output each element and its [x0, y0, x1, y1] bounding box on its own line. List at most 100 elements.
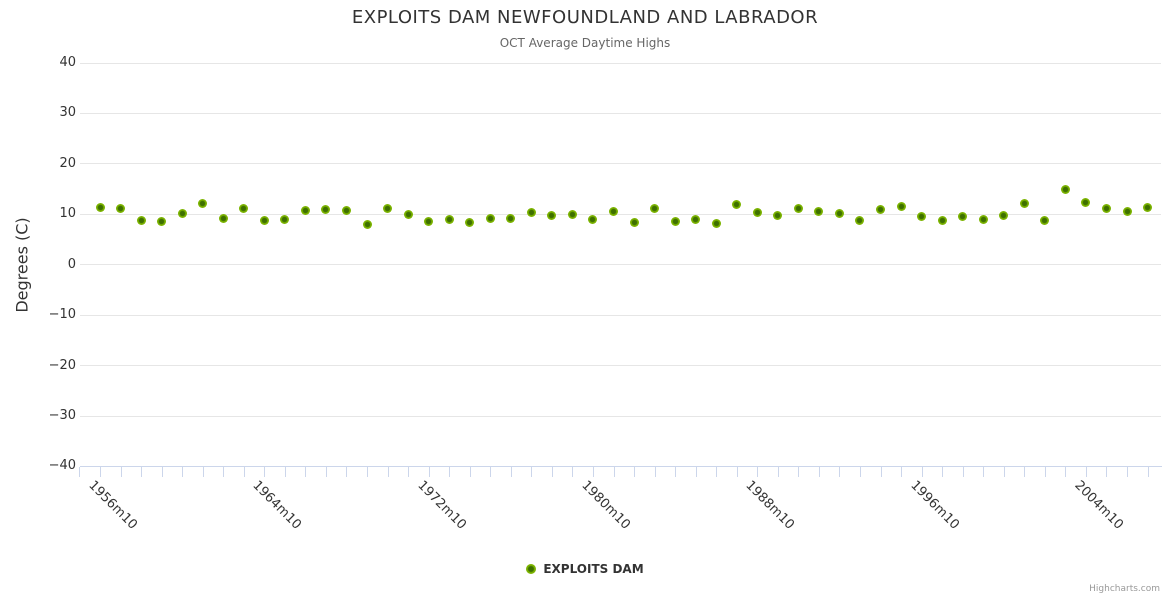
- x-axis-tick-label: 1964m10: [249, 478, 305, 533]
- y-axis-tick-label: 30: [59, 105, 76, 121]
- data-point[interactable]: [629, 217, 639, 227]
- data-point[interactable]: [1040, 215, 1050, 225]
- data-point[interactable]: [834, 208, 844, 218]
- x-axis-tick-label: 1996m10: [906, 478, 962, 533]
- data-point[interactable]: [1019, 198, 1029, 208]
- x-axis-tick: [305, 467, 306, 477]
- x-axis-tick: [737, 467, 738, 477]
- x-axis-tick: [922, 467, 923, 477]
- data-point[interactable]: [793, 204, 803, 214]
- data-point[interactable]: [1081, 198, 1091, 208]
- gridline: [80, 163, 1161, 165]
- data-point[interactable]: [609, 206, 618, 216]
- data-point[interactable]: [116, 203, 126, 213]
- data-point[interactable]: [95, 202, 105, 212]
- gridline: [80, 415, 1161, 417]
- data-point[interactable]: [1122, 206, 1132, 216]
- data-point[interactable]: [752, 207, 762, 217]
- x-axis-tick: [1086, 467, 1087, 477]
- legend-item-exploits-dam[interactable]: EXPLOITS DAM: [0, 562, 1170, 576]
- x-axis-tick: [983, 467, 984, 477]
- x-axis-tick: [675, 467, 676, 477]
- x-axis-tick: [593, 467, 594, 477]
- data-point[interactable]: [650, 203, 660, 213]
- data-point[interactable]: [978, 214, 988, 224]
- x-axis-tick: [203, 467, 204, 477]
- x-axis-tick: [757, 467, 758, 477]
- data-point[interactable]: [732, 199, 742, 209]
- data-point[interactable]: [177, 209, 187, 219]
- data-point[interactable]: [136, 215, 146, 225]
- x-axis-tick: [901, 467, 902, 477]
- data-point[interactable]: [383, 203, 393, 213]
- data-point[interactable]: [937, 215, 947, 225]
- data-point[interactable]: [424, 217, 434, 227]
- x-axis-tick-label: 1980m10: [578, 478, 634, 533]
- x-axis-tick: [1148, 467, 1149, 477]
- x-axis-tick-label: 2004m10: [1071, 478, 1126, 533]
- chart-title: EXPLOITS DAM NEWFOUNDLAND AND LABRADOR: [351, 7, 819, 28]
- x-axis-tick: [778, 467, 779, 477]
- data-point[interactable]: [198, 198, 208, 208]
- data-point[interactable]: [465, 218, 475, 228]
- x-axis-tick: [223, 467, 224, 477]
- y-axis-tick-label: 0: [67, 256, 76, 272]
- data-point[interactable]: [506, 214, 516, 224]
- data-point[interactable]: [259, 216, 269, 226]
- data-point[interactable]: [280, 215, 290, 225]
- data-point[interactable]: [588, 215, 598, 225]
- data-point[interactable]: [958, 212, 968, 222]
- data-point[interactable]: [218, 213, 228, 223]
- gridline: [80, 112, 1161, 114]
- x-axis-tick: [696, 467, 697, 477]
- data-point[interactable]: [711, 218, 721, 228]
- x-axis-tick-label: 1956m10: [85, 478, 141, 533]
- data-point[interactable]: [526, 208, 536, 218]
- x-axis-tick: [1127, 467, 1128, 477]
- data-point[interactable]: [567, 209, 577, 219]
- data-point[interactable]: [403, 209, 413, 219]
- x-axis-tick: [634, 467, 635, 477]
- data-point[interactable]: [444, 214, 454, 224]
- data-point[interactable]: [239, 203, 249, 213]
- x-axis-tick: [798, 467, 799, 477]
- data-point[interactable]: [917, 211, 927, 221]
- x-axis-tick: [449, 467, 450, 477]
- x-axis-tick-label: 1988m10: [742, 478, 798, 533]
- data-point[interactable]: [157, 216, 167, 226]
- x-axis-tick: [182, 467, 183, 477]
- data-point[interactable]: [1060, 185, 1070, 195]
- x-axis-tick: [942, 467, 943, 477]
- x-axis-tick: [531, 467, 532, 477]
- data-point[interactable]: [1101, 204, 1111, 214]
- data-point[interactable]: [773, 211, 783, 221]
- x-axis-tick: [1024, 467, 1025, 477]
- data-point[interactable]: [876, 204, 886, 214]
- x-axis-tick: [511, 467, 512, 477]
- highcharts-credits-link[interactable]: Highcharts.com: [1089, 584, 1160, 594]
- data-point[interactable]: [485, 213, 495, 223]
- y-axis-tick-label: 40: [59, 55, 76, 71]
- data-point[interactable]: [670, 216, 680, 226]
- legend-marker-icon: [526, 564, 537, 574]
- x-axis-tick: [1045, 467, 1046, 477]
- data-point[interactable]: [321, 205, 331, 215]
- data-point[interactable]: [855, 215, 865, 225]
- data-point[interactable]: [814, 206, 824, 216]
- x-axis-tick: [881, 467, 882, 477]
- data-point[interactable]: [896, 201, 906, 211]
- data-point[interactable]: [999, 211, 1009, 221]
- x-axis-tick: [264, 467, 265, 477]
- gridline: [80, 314, 1161, 316]
- data-point[interactable]: [691, 214, 701, 224]
- data-point[interactable]: [362, 220, 372, 230]
- y-axis-tick-label: −30: [48, 408, 76, 424]
- data-point[interactable]: [547, 211, 557, 221]
- data-point[interactable]: [341, 206, 351, 216]
- y-axis-tick-label: 10: [59, 206, 76, 222]
- x-axis-tick: [963, 467, 964, 477]
- data-point[interactable]: [300, 206, 310, 216]
- legend-series-label: EXPLOITS DAM: [543, 562, 644, 576]
- x-axis-tick: [1065, 467, 1066, 477]
- data-point[interactable]: [1143, 203, 1153, 213]
